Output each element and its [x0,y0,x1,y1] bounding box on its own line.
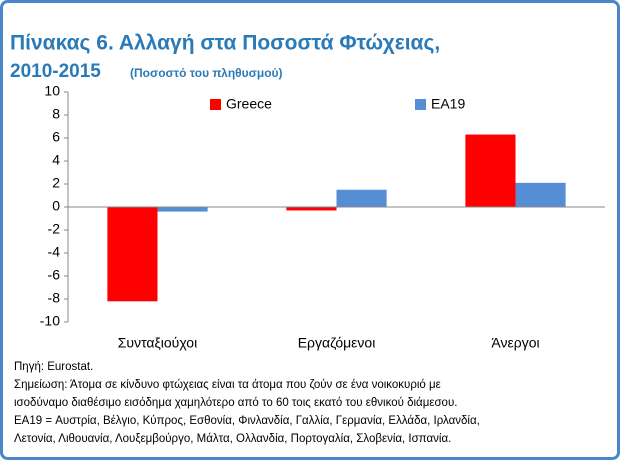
chart-title: Πίνακας 6. Αλλαγή στα Ποσοστά Φτώχειας, [10,32,440,55]
bar [515,182,566,207]
x-tick-label: Εργαζόμενοι [298,335,376,351]
chart-subtitle: (Ποσοστό του πληθυσμού) [130,66,283,80]
y-tick-label: 0 [52,198,60,214]
y-tick-label: 2 [52,175,60,191]
note: EA19 = Αυστρία, Βέλγιο, Κύπρος, Εσθονία,… [14,415,480,427]
legend-swatch [415,99,426,110]
y-tick-label: 4 [52,152,60,168]
y-tick-label: -8 [48,290,61,306]
y-tick-label: -6 [48,267,61,283]
legend-swatch [210,99,221,110]
y-tick-label: -4 [48,244,61,260]
bar [157,207,208,212]
note: Σημείωση: Άτομα σε κίνδυνο φτώχειας είνα… [14,379,441,391]
x-tick-label: Συνταξιούχοι [118,335,197,351]
legend-label: EA19 [431,96,465,112]
legend-label: Greece [226,96,272,112]
y-tick-label: 8 [52,106,60,122]
note: Λετονία, Λιθουανία, Λουξεμβούργο, Μάλτα,… [14,433,451,445]
x-tick-label: Άνεργοι [491,335,539,351]
note: ισοδύναμο διαθέσιμο εισόδημα χαμηλότερο … [14,397,457,409]
y-tick-label: -10 [40,313,60,329]
bar [107,207,158,302]
y-tick-label: -2 [48,221,61,237]
bar [286,207,337,211]
chart-title-line2: 2010-2015 [10,61,101,82]
y-tick-label: 10 [44,83,60,99]
bar [465,134,516,207]
bar [336,189,387,207]
note: Πηγή: Eurostat. [14,361,93,373]
y-tick-label: 6 [52,129,60,145]
